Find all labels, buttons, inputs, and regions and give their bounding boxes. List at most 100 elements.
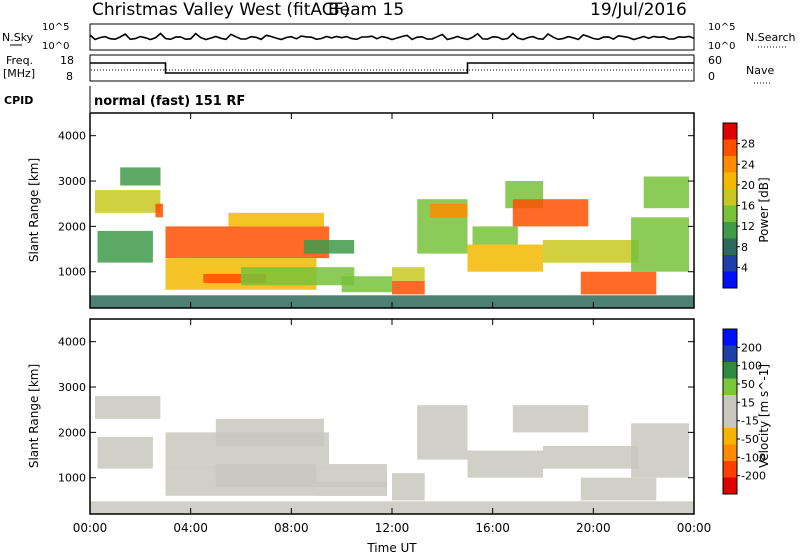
velocity-x-tick-label: 00:00 xyxy=(73,521,108,535)
power-region xyxy=(472,226,518,245)
power-region xyxy=(429,203,468,218)
velocity-region xyxy=(90,501,694,514)
power-region xyxy=(97,230,153,263)
power-colorbar-segment xyxy=(723,172,737,189)
velocity-colorbar-tick-label: 50 xyxy=(741,378,755,391)
power-region xyxy=(392,280,425,295)
power-colorbar-segment xyxy=(723,255,737,272)
power-region xyxy=(120,167,161,186)
velocity-colorbar-segment xyxy=(723,411,737,428)
power-colorbar-tick-label: 4 xyxy=(741,261,748,274)
power-region xyxy=(203,274,267,284)
velocity-colorbar-segment xyxy=(723,444,737,461)
velocity-colorbar-segment xyxy=(723,477,737,494)
freq-tick-bottom: 8 xyxy=(66,70,73,83)
velocity-x-axis: 00:00 04:00 08:00 12:00 16:00 20:00 00:00 xyxy=(73,319,712,535)
power-region xyxy=(580,271,657,295)
power-y-tick-label: 3000 xyxy=(58,175,86,188)
power-panel: 1000 2000 3000 4000 Slant Range [km] 4 8 12 16… xyxy=(27,112,771,309)
nsky-tick-bottom: 10^0 xyxy=(42,41,69,52)
freq-trace xyxy=(90,62,694,74)
power-colorbar-segment xyxy=(723,238,737,255)
power-colorbar-tick-label: 20 xyxy=(741,179,755,192)
power-colorbar-segment xyxy=(723,189,737,206)
velocity-colorbar-segment xyxy=(723,428,737,445)
velocity-colorbar: 200 100 50 15 -15 -50 -100 -200 xyxy=(722,328,766,495)
freq-label-line2: [MHz] xyxy=(3,67,35,80)
power-colorbar-tick-label: 8 xyxy=(741,241,748,254)
power-colorbar-segment xyxy=(723,123,737,140)
nsearch-label: N.Search xyxy=(746,31,796,44)
velocity-colorbar-segment xyxy=(723,378,737,395)
velocity-x-tick-label: 16:00 xyxy=(475,521,510,535)
power-region xyxy=(90,295,694,308)
power-y-tick-label: 4000 xyxy=(58,130,86,143)
velocity-region xyxy=(543,446,639,469)
velocity-region xyxy=(580,477,657,501)
power-region xyxy=(155,203,163,218)
cpid-label: CPID xyxy=(4,94,33,107)
freq-panel: Freq. [MHz] 18 8 60 0 Nave CPID normal (… xyxy=(3,54,774,112)
cpid-value: normal (fast) 151 RF xyxy=(94,94,245,109)
velocity-region xyxy=(392,473,425,501)
velocity-region xyxy=(97,436,153,469)
velocity-x-tick-label: 12:00 xyxy=(375,521,410,535)
power-region xyxy=(241,267,355,286)
power-colorbar-label: Power [dB] xyxy=(757,177,771,242)
power-region xyxy=(303,240,355,254)
power-x-ticks xyxy=(89,113,695,308)
velocity-x-tick-label: 08:00 xyxy=(274,521,309,535)
velocity-x-tick-label: 00:00 xyxy=(677,521,712,535)
power-colorbar-segment xyxy=(723,139,737,156)
velocity-colorbar-tick-label: 200 xyxy=(741,341,762,354)
power-y-label: Slant Range [km] xyxy=(27,158,41,262)
velocity-y-tick-label: 1000 xyxy=(58,472,86,485)
power-y-axis: 1000 2000 3000 4000 xyxy=(58,130,694,279)
power-colorbar-tick-label: 28 xyxy=(741,138,755,151)
x-axis-label: Time UT xyxy=(366,541,417,554)
velocity-colorbar-label: Velocity [m s^-1] xyxy=(757,364,771,468)
velocity-colorbar-segment xyxy=(723,461,737,478)
velocity-colorbar-tick-label: -15 xyxy=(741,415,759,428)
velocity-colorbar-segment xyxy=(723,329,737,346)
power-y-tick-label: 1000 xyxy=(58,266,86,279)
power-colorbar-segment xyxy=(723,156,737,173)
power-region xyxy=(341,276,392,293)
velocity-colorbar-tick-label: 15 xyxy=(741,396,755,409)
power-colorbar-segment xyxy=(723,222,737,239)
power-colorbar-tick-label: 16 xyxy=(741,200,755,213)
velocity-region xyxy=(631,423,689,478)
velocity-region xyxy=(215,418,324,446)
power-region xyxy=(228,212,324,227)
velocity-colorbar-segment xyxy=(723,395,737,412)
velocity-y-tick-label: 4000 xyxy=(58,336,86,349)
power-region xyxy=(467,244,543,272)
power-y-tick-label: 2000 xyxy=(58,220,86,233)
beam-label: Beam 15 xyxy=(328,0,404,20)
velocity-region xyxy=(467,450,543,478)
power-region xyxy=(643,176,689,209)
velocity-x-tick-label: 04:00 xyxy=(173,521,208,535)
date-label: 19/Jul/2016 xyxy=(590,0,687,20)
velocity-y-label: Slant Range [km] xyxy=(27,364,41,468)
nsky-label: N.Sky xyxy=(2,31,34,44)
radar-title: Christmas Valley West (fitACF) xyxy=(92,0,350,20)
velocity-x-tick-label: 20:00 xyxy=(576,521,611,535)
nsky-panel: N.Sky 10^5 10^0 10^5 10^0 N.Search xyxy=(2,22,796,52)
velocity-region xyxy=(316,482,387,496)
nsky-trace xyxy=(89,32,695,41)
nave-tick-top: 60 xyxy=(708,54,722,67)
velocity-region xyxy=(215,464,387,487)
velocity-colorbar-tick-label: -100 xyxy=(741,451,766,464)
freq-tick-top: 18 xyxy=(60,54,74,67)
nave-tick-bottom: 0 xyxy=(708,70,715,83)
velocity-colorbar-tick-label: -200 xyxy=(741,470,766,483)
power-colorbar-segment xyxy=(723,205,737,222)
nsearch-tick-top: 10^5 xyxy=(708,22,735,33)
freq-label-line1: Freq. xyxy=(6,54,33,67)
velocity-colorbar-tick-label: -50 xyxy=(741,433,759,446)
power-colorbar: 4 8 12 16 20 24 28 xyxy=(722,122,755,289)
power-region xyxy=(165,226,330,259)
power-region xyxy=(631,217,689,272)
